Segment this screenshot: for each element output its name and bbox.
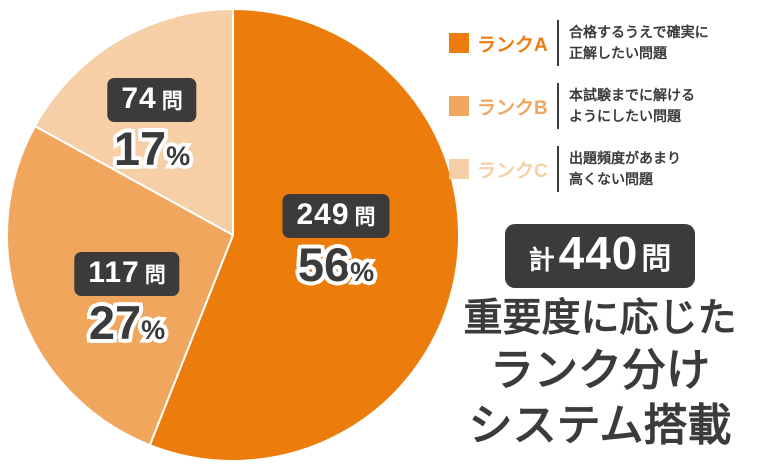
- rank-c-legend-label: ランクC: [477, 160, 548, 182]
- total-prefix: 計: [528, 245, 555, 275]
- rank-a-percent: 56%: [294, 236, 378, 292]
- rank-c-percent-value: 17: [110, 120, 169, 176]
- rank-a-description: 合格するうえで確実に 正解したい問題: [569, 22, 709, 64]
- rank-a-legend-label: ランクA: [477, 34, 548, 56]
- rank-c-percent: 17%: [110, 120, 194, 176]
- rank-b-desc-line2: ようにしたい問題: [569, 108, 681, 124]
- rank-a-swatch-icon: [449, 33, 469, 53]
- rank-a-label-group: 249 問 56%: [282, 194, 390, 293]
- rank-c-swatch-icon: [449, 159, 469, 179]
- legend-item-rank-a: ランクA 合格するうえで確実に 正解したい問題: [449, 20, 755, 66]
- rank-b-percent-value: 27: [85, 294, 144, 350]
- total-unit: 問: [641, 243, 672, 276]
- headline-line3: システム搭載: [468, 401, 732, 451]
- summary-panel: 計440 問 重要度に応じた ランク分け システム搭載: [452, 224, 748, 452]
- rank-c-count-unit: 問: [161, 90, 183, 113]
- rank-b-count-unit: 問: [144, 264, 166, 287]
- rank-a-count: 249: [296, 198, 350, 231]
- rank-a-count-badge: 249 問: [282, 194, 390, 238]
- rank-b-legend-label: ランクB: [477, 97, 548, 119]
- rank-a-count-unit: 問: [354, 206, 376, 229]
- rank-b-label-group: 117 問 27%: [74, 252, 180, 351]
- total-value: 440: [558, 227, 639, 279]
- rank-c-desc-line2: 高くない問題: [569, 171, 653, 187]
- legend-divider: [557, 83, 559, 129]
- rank-b-desc-line1: 本試験までに解ける: [569, 87, 695, 103]
- legend-divider: [557, 146, 559, 192]
- rank-c-count: 74: [121, 82, 157, 115]
- pie-chart: [6, 8, 460, 462]
- headline: 重要度に応じた ランク分け システム搭載: [452, 297, 748, 452]
- rank-c-count-badge: 74 問: [107, 78, 197, 122]
- rank-c-desc-line1: 出題頻度があまり: [569, 150, 681, 166]
- rank-c-label-group: 74 問 17%: [107, 78, 197, 177]
- rank-c-percent-unit: %: [163, 138, 194, 173]
- total-questions-badge: 計440 問: [504, 224, 696, 288]
- rank-a-desc-line1: 合格するうえで確実に: [569, 24, 709, 40]
- rank-b-percent: 27%: [85, 294, 169, 350]
- headline-line1: 重要度に応じた: [463, 296, 737, 340]
- legend-item-rank-c: ランクC 出題頻度があまり 高くない問題: [449, 146, 755, 192]
- rank-b-description: 本試験までに解ける ようにしたい問題: [569, 85, 695, 127]
- rank-b-count-badge: 117 問: [74, 252, 180, 296]
- headline-line2: ランク分け: [490, 346, 710, 396]
- legend-divider: [557, 20, 559, 66]
- rank-b-count: 117: [88, 256, 140, 289]
- legend: ランクA 合格するうえで確実に 正解したい問題 ランクB 本試験までに解ける よ…: [449, 20, 755, 209]
- legend-item-rank-b: ランクB 本試験までに解ける ようにしたい問題: [449, 83, 755, 129]
- rank-b-swatch-icon: [449, 96, 469, 116]
- pie-slice-rank-c: [33, 8, 234, 236]
- rank-c-description: 出題頻度があまり 高くない問題: [569, 148, 681, 190]
- rank-a-percent-unit: %: [347, 254, 378, 289]
- rank-a-desc-line2: 正解したい問題: [569, 45, 667, 61]
- rank-b-percent-unit: %: [138, 312, 169, 347]
- rank-a-percent-value: 56: [294, 236, 353, 292]
